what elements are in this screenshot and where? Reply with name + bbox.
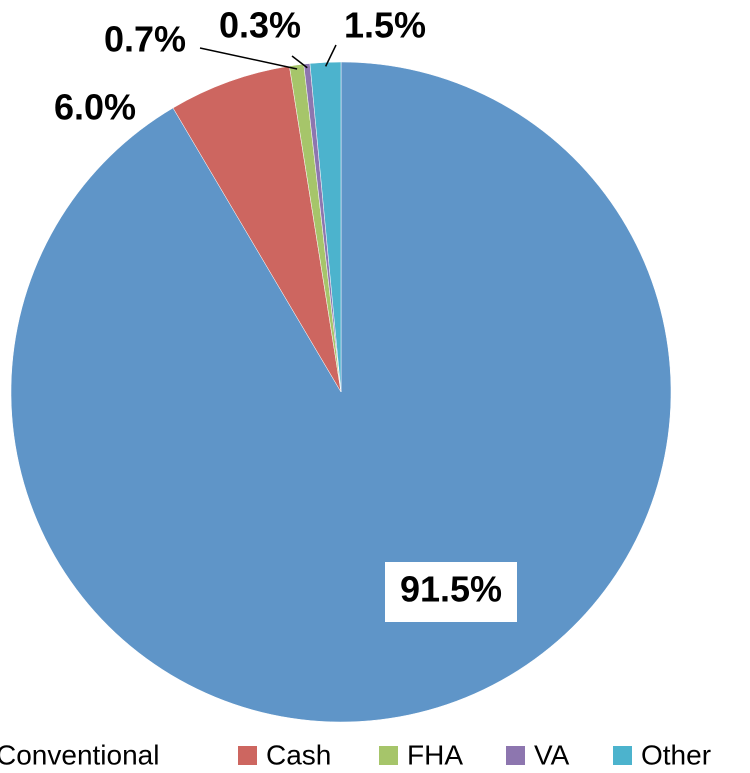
legend-marker <box>379 746 398 765</box>
label-box <box>385 562 517 622</box>
leader-line <box>324 44 337 67</box>
legend-label: Cash <box>266 739 331 770</box>
data-label: 1.5% <box>344 5 426 46</box>
data-label: 6.0% <box>54 87 136 128</box>
legend-label: VA <box>534 739 570 770</box>
leader-line <box>199 47 298 70</box>
legend-label: FHA <box>407 739 463 770</box>
data-label: 0.7% <box>104 19 186 60</box>
legend-label: Other <box>641 739 711 770</box>
data-label: 0.3% <box>219 5 301 46</box>
leader-line <box>291 55 308 69</box>
legend-label: Conventional <box>0 739 159 770</box>
legend-marker <box>506 746 525 765</box>
legend-marker <box>613 746 632 765</box>
data-label: 91.5% <box>400 569 502 610</box>
legend-marker <box>238 746 257 765</box>
pie-slice <box>309 61 342 393</box>
